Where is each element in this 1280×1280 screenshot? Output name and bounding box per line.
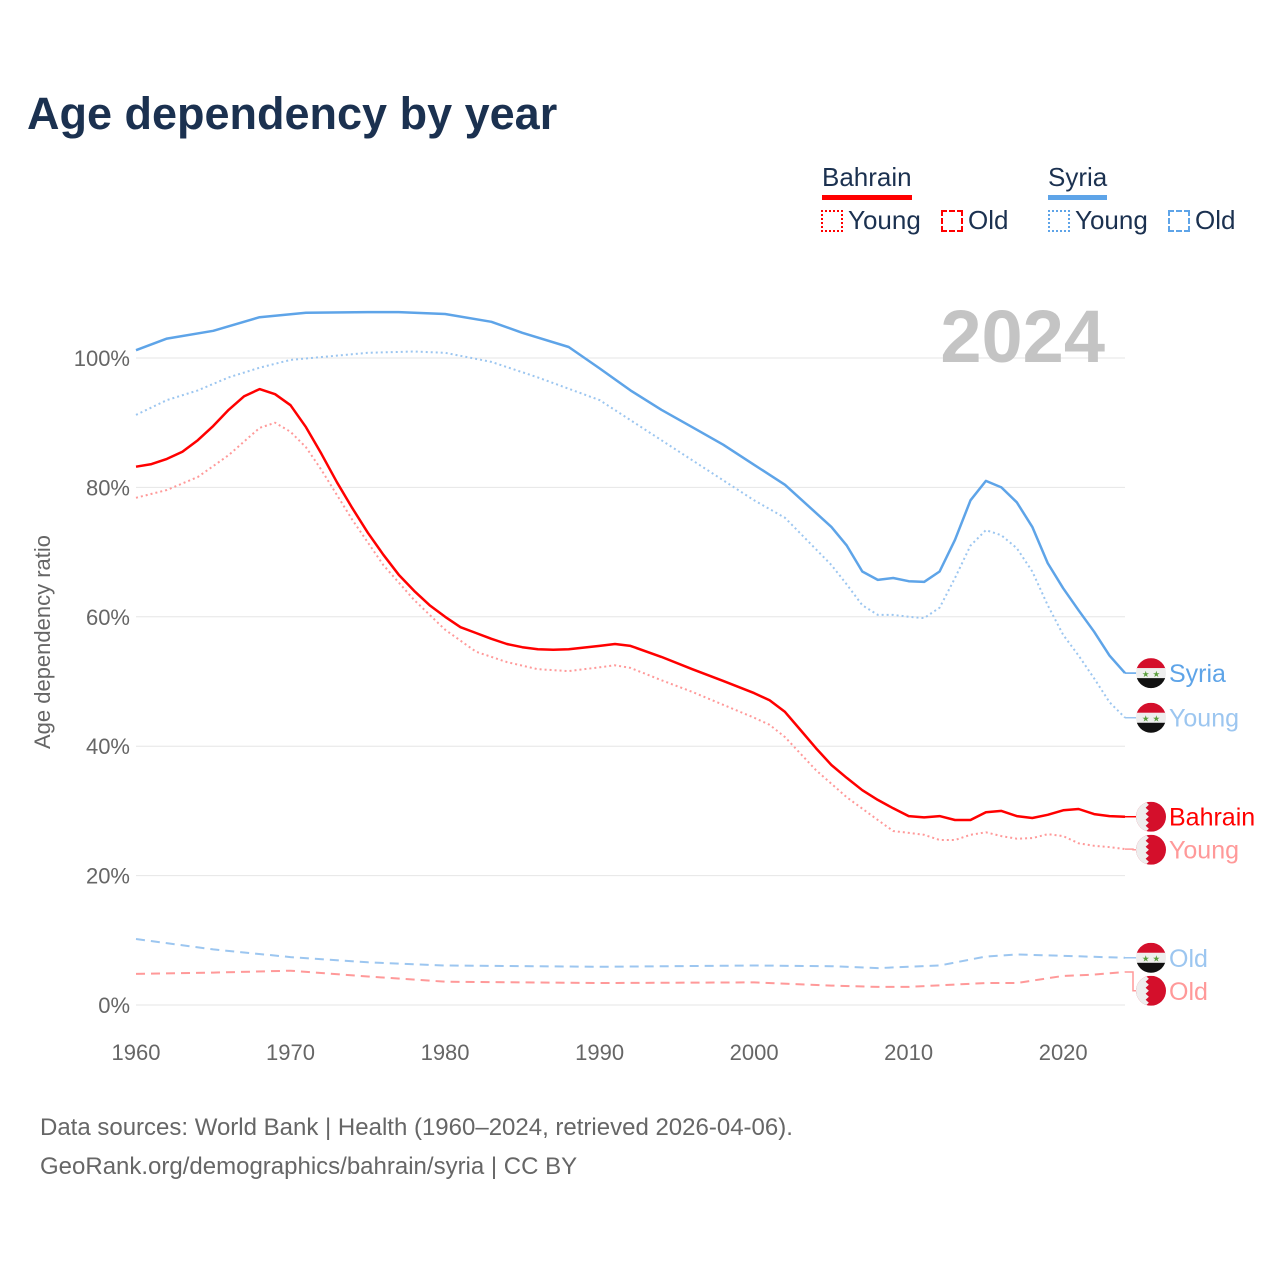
y-tick-label: 0%: [98, 993, 130, 1018]
x-tick-label: 1980: [421, 1040, 470, 1065]
legend-label: Old: [968, 205, 1009, 235]
x-tick-label: 2020: [1039, 1040, 1088, 1065]
label-connector: [1125, 971, 1139, 992]
legend-label: Young: [848, 205, 921, 235]
end-label: Young: [1169, 837, 1239, 865]
end-label: Syria: [1169, 660, 1226, 688]
series-line-bahrain-old: [135, 969, 1126, 988]
y-axis-label: Age dependency ratio: [30, 535, 55, 749]
legend-bahrain-young[interactable]: Young: [821, 205, 921, 236]
legend-syria-young[interactable]: Young: [1048, 205, 1148, 236]
legend-country-syria[interactable]: Syria: [1048, 162, 1108, 200]
y-tick-label: 20%: [86, 864, 130, 889]
x-tick-label: 2010: [884, 1040, 933, 1065]
year-watermark: 2024: [940, 295, 1105, 378]
footer: Data sources: World Bank | Health (1960–…: [40, 1108, 793, 1186]
bahrain-flag-icon: [1136, 802, 1166, 832]
legend-label: Young: [1075, 205, 1148, 235]
legend-country-bahrain[interactable]: Bahrain: [822, 162, 912, 200]
syria-flag-icon: [1136, 943, 1166, 974]
y-tick-label: 100%: [74, 346, 130, 371]
x-tick-label: 2000: [730, 1040, 779, 1065]
attribution-text: GeoRank.org/demographics/bahrain/syria |…: [40, 1153, 578, 1180]
syria-flag-icon: [1136, 703, 1166, 734]
end-label: Old: [1169, 978, 1208, 1006]
y-tick-label: 80%: [86, 475, 130, 500]
legend-syria-old[interactable]: Old: [1168, 205, 1235, 236]
x-tick-label: 1960: [112, 1040, 161, 1065]
label-connector: [1125, 848, 1139, 851]
chart-title: Age dependency by year: [27, 88, 558, 139]
legend-label: Old: [1195, 205, 1236, 235]
y-tick-label: 60%: [86, 605, 130, 630]
dotted-swatch-icon: [821, 209, 843, 232]
x-tick-label: 1990: [575, 1040, 624, 1065]
syria-flag-icon: [1136, 658, 1166, 689]
series-line-syria: [135, 310, 1126, 674]
dotted-swatch-icon: [1048, 209, 1070, 232]
end-label: Young: [1169, 705, 1239, 733]
bahrain-flag-icon: [1136, 976, 1166, 1006]
series-line-syria-young: [135, 350, 1126, 719]
dashed-swatch-icon: [941, 209, 963, 232]
series-line-bahrain-young: [135, 421, 1126, 851]
end-label: Old: [1169, 945, 1208, 973]
series-line-bahrain: [135, 387, 1126, 822]
dashed-swatch-icon: [1168, 209, 1190, 232]
legend-bahrain-old[interactable]: Old: [941, 205, 1008, 236]
bahrain-flag-icon: [1136, 835, 1166, 865]
y-tick-label: 40%: [86, 734, 130, 759]
end-label: Bahrain: [1169, 804, 1255, 832]
data-source-text: Data sources: World Bank | Health (1960–…: [40, 1114, 793, 1141]
series-line-syria-old: [135, 938, 1126, 970]
x-tick-label: 1970: [266, 1040, 315, 1065]
